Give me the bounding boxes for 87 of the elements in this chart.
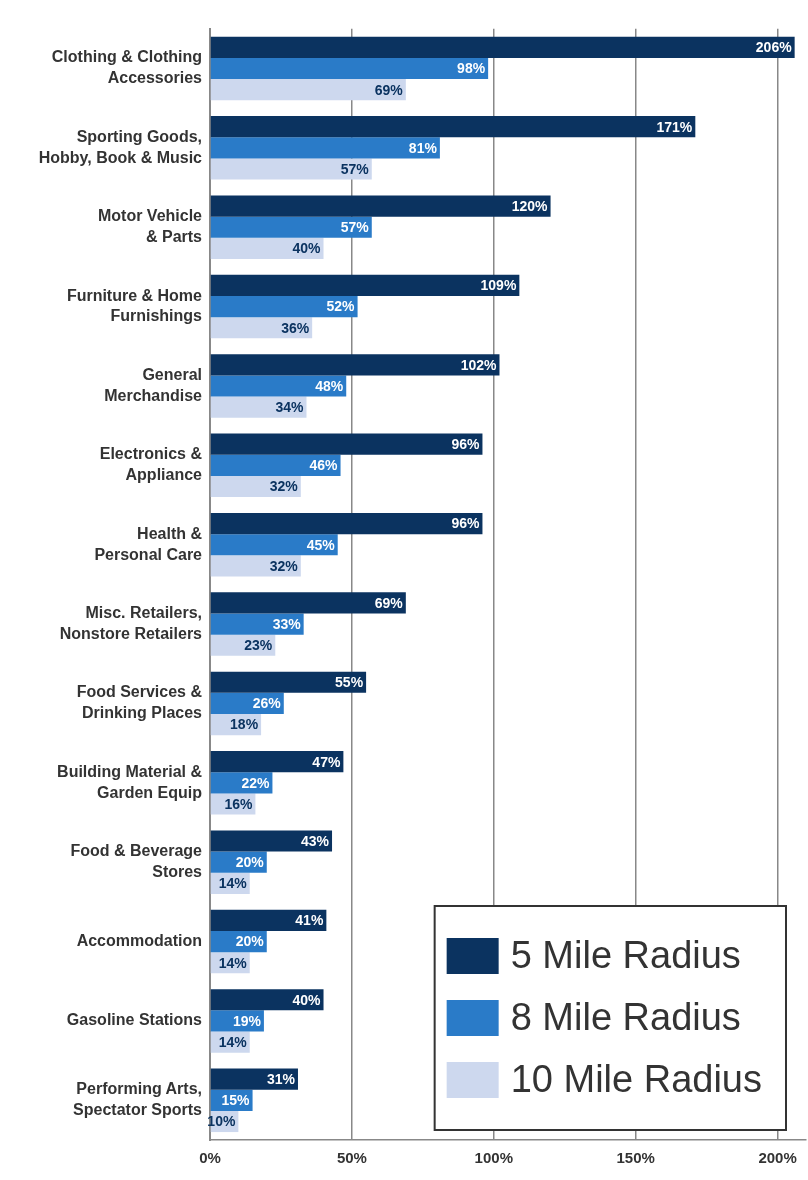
legend-label: 10 Mile Radius: [510, 1058, 762, 1101]
data-label: 46%: [309, 457, 339, 474]
bar: [210, 751, 344, 773]
data-label: 43%: [301, 832, 330, 849]
bar: [210, 137, 440, 159]
data-label: 40%: [292, 240, 322, 257]
data-label: 31%: [266, 1071, 296, 1088]
data-label: 33%: [272, 615, 302, 632]
data-label: 10%: [207, 1113, 236, 1130]
bar: [210, 534, 338, 556]
y-tick-label: Accommodation: [76, 931, 202, 949]
bar: [210, 354, 500, 376]
data-label: 206%: [755, 39, 793, 56]
bar: [210, 830, 333, 852]
y-tick-label: Building Material & Garden Equip: [57, 762, 203, 801]
data-label: 26%: [252, 695, 282, 712]
y-tick-label: Sporting Goods, Hobby, Book & Music: [38, 127, 203, 166]
data-label: 57%: [340, 160, 370, 177]
y-tick-label: Misc. Retailers, Nonstore Retailers: [59, 604, 203, 642]
data-label: 40%: [292, 991, 322, 1008]
bar: [210, 216, 372, 238]
data-label: 41%: [295, 912, 324, 929]
bar: [210, 116, 696, 138]
bar: [210, 375, 347, 397]
bar: [210, 671, 367, 693]
bar: [210, 195, 551, 217]
data-label: 32%: [269, 557, 299, 574]
data-label: 81%: [408, 139, 438, 156]
data-label: 69%: [374, 81, 404, 98]
data-label: 98%: [457, 60, 486, 77]
bar: [210, 433, 483, 455]
bar: [210, 512, 483, 535]
data-label: 32%: [269, 478, 299, 495]
data-label: 120%: [511, 197, 549, 214]
y-tick-label: Food & Beverage Stores: [70, 842, 203, 881]
bar: [210, 57, 489, 80]
data-label: 19%: [232, 1012, 262, 1029]
x-tick-label: 50%: [336, 1149, 367, 1167]
data-label: 48%: [315, 377, 344, 394]
data-label: 109%: [480, 277, 517, 294]
bar: [210, 237, 324, 259]
data-label: 16%: [224, 795, 253, 812]
data-label: 15%: [221, 1092, 251, 1109]
x-tick-label: 200%: [758, 1149, 797, 1167]
data-label: 23%: [244, 637, 273, 654]
bar: [210, 79, 406, 101]
y-tick-label: Furniture & Home Furnishings: [66, 286, 203, 325]
bar: [210, 36, 795, 58]
y-tick-label: Electronics & Appliance: [99, 445, 203, 484]
data-label: 96%: [451, 436, 480, 453]
data-label: 14%: [218, 1033, 248, 1050]
data-label: 36%: [281, 319, 310, 336]
bar: [210, 274, 520, 297]
data-label: 20%: [235, 933, 265, 950]
y-tick-label: Clothing & Clothing Accessories: [51, 48, 203, 87]
data-label: 22%: [241, 774, 270, 791]
data-label: 45%: [306, 536, 336, 553]
y-tick-label: General Merchandise: [104, 365, 203, 404]
bar: [210, 989, 324, 1011]
data-label: 34%: [275, 399, 305, 415]
data-label: 52%: [326, 298, 356, 315]
data-label: 69%: [374, 594, 404, 611]
data-label: 18%: [230, 716, 259, 733]
y-tick-label: Gasoline Stations: [66, 1011, 203, 1029]
x-tick-label: 150%: [616, 1149, 655, 1167]
y-tick-label: Health & Personal Care: [94, 524, 203, 563]
data-label: 55%: [335, 674, 364, 691]
x-tick-label: 100%: [474, 1149, 513, 1167]
bar: [210, 592, 406, 614]
data-label: 20%: [235, 854, 265, 871]
data-label: 14%: [218, 954, 248, 971]
legend-label: 8 Mile Radius: [510, 996, 741, 1039]
data-label: 171%: [656, 118, 693, 135]
y-tick-label: Food Services & Drinking Places: [76, 683, 203, 722]
data-label: 57%: [340, 219, 370, 236]
bar: [210, 296, 358, 318]
data-label: 102%: [460, 356, 498, 373]
bar: [210, 909, 327, 931]
data-label: 14%: [218, 875, 248, 892]
bar: [210, 158, 372, 180]
legend-label: 5 Mile Radius: [510, 934, 741, 977]
bar: [210, 454, 341, 476]
data-label: 47%: [312, 753, 341, 770]
data-label: 96%: [451, 515, 480, 532]
y-tick-label: Motor Vehicle & Parts: [97, 207, 203, 246]
y-tick-label: Performing Arts, Spectator Sports: [73, 1080, 203, 1119]
x-tick-label: 0%: [199, 1149, 221, 1167]
